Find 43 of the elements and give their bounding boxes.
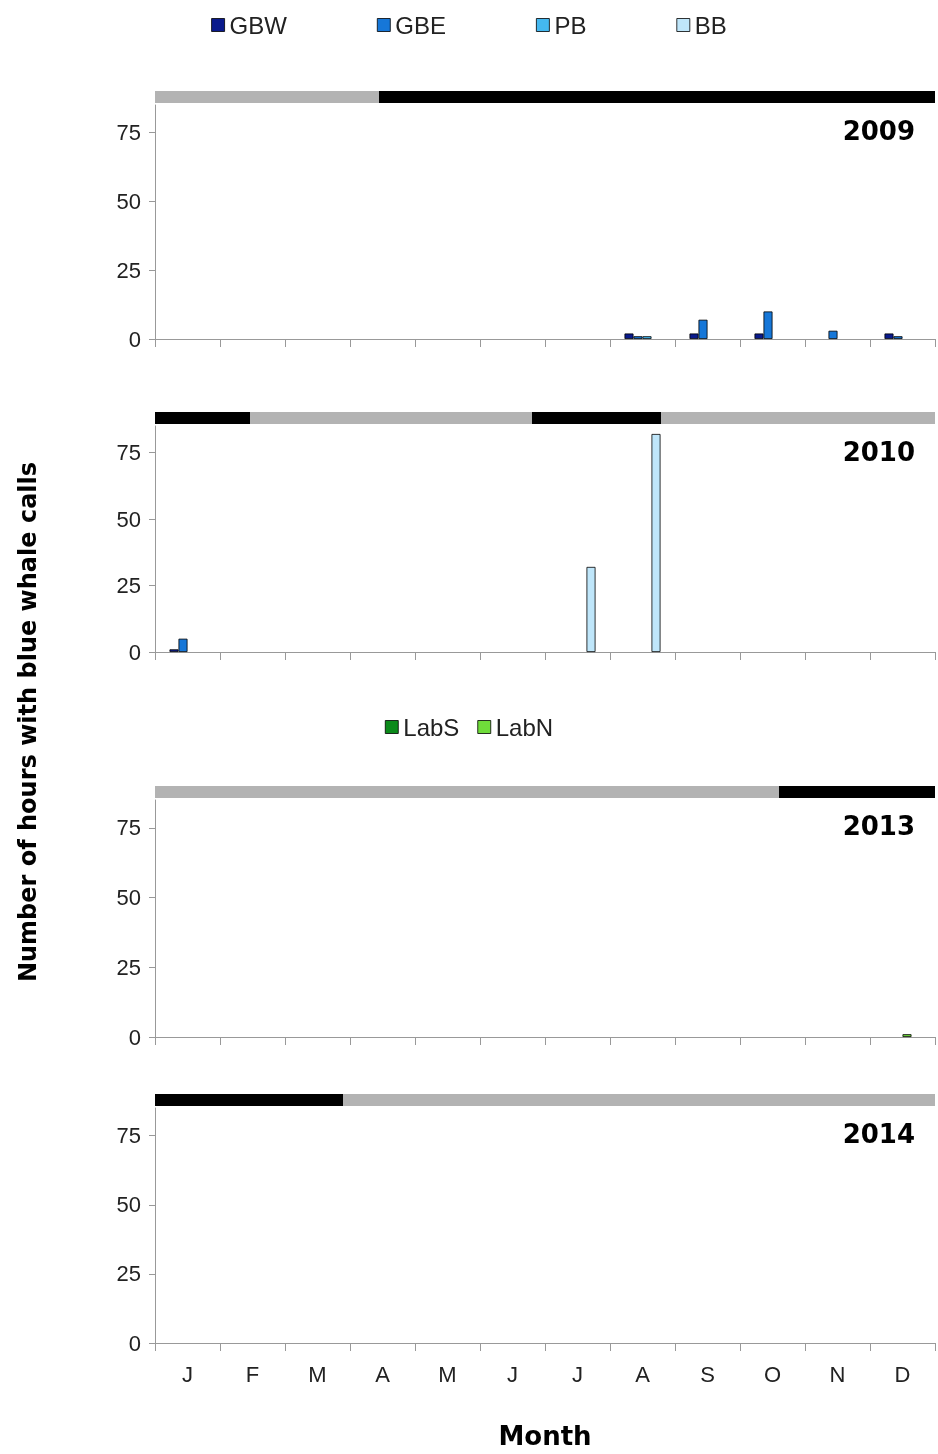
- x-tick-label: A: [635, 1361, 651, 1387]
- y-tick-label: 0: [128, 639, 141, 665]
- y-tick-label: 75: [116, 120, 141, 146]
- y-tick-label: 50: [116, 885, 141, 911]
- x-tick-label: J: [572, 1361, 583, 1387]
- chart-title: 2013: [842, 811, 916, 841]
- legend-label: GBW: [229, 11, 288, 39]
- x-axis-title: Month: [498, 1421, 592, 1451]
- y-tick-label: 50: [116, 1192, 141, 1218]
- x-tick-label: S: [700, 1361, 715, 1387]
- y-tick-label: 25: [116, 257, 141, 283]
- y-tick-label: 50: [116, 506, 141, 532]
- x-tick-label: D: [894, 1361, 911, 1387]
- x-tick-label: A: [375, 1361, 391, 1387]
- bar: [651, 433, 661, 652]
- y-tick-label: 25: [116, 954, 141, 980]
- y-axis-title: Number of hours with blue whale calls: [14, 461, 42, 983]
- text: 2009: [842, 116, 916, 146]
- chart-title: 2014: [842, 1119, 916, 1149]
- y-tick-label: 0: [128, 1330, 141, 1356]
- y-tick-label: 75: [116, 1123, 141, 1149]
- y-tick-label: 50: [116, 188, 141, 214]
- x-tick-label: M: [438, 1361, 457, 1387]
- y-tick-label: 25: [116, 1261, 141, 1287]
- text: 2010: [842, 437, 916, 467]
- x-tick-label: O: [763, 1361, 782, 1387]
- y-tick-label: 0: [128, 326, 141, 352]
- bar: [586, 566, 596, 652]
- y-tick-label: 75: [116, 440, 141, 466]
- x-tick-label: M: [308, 1361, 327, 1387]
- x-tick-label: F: [245, 1361, 260, 1387]
- legend-label: BB: [694, 11, 727, 39]
- x-tick-label: N: [829, 1361, 846, 1387]
- legend-label: GBE: [395, 11, 446, 39]
- x-tick-label: J: [182, 1361, 193, 1387]
- bar: [828, 330, 838, 339]
- legend-label: LabN: [495, 713, 554, 741]
- y-tick-label: 75: [116, 815, 141, 841]
- legend-label: LabS: [403, 713, 460, 741]
- y-tick-label: 25: [116, 573, 141, 599]
- y-tick-label: 0: [128, 1024, 141, 1050]
- x-tick-label: J: [507, 1361, 518, 1387]
- legend-label: PB: [554, 11, 587, 39]
